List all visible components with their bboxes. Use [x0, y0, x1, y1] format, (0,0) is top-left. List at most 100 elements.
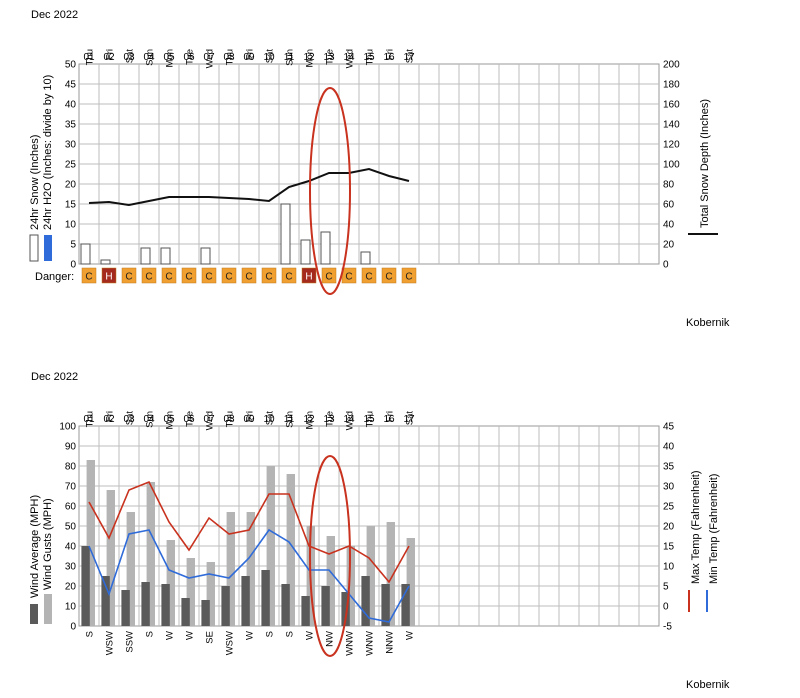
weekday-label: Thu — [365, 411, 376, 427]
wind-avg-bar — [181, 598, 190, 626]
danger-square — [101, 267, 117, 284]
right-tick-label: 40 — [663, 220, 675, 231]
wind-gust-legend-swatch — [44, 594, 52, 624]
depth-ylabel: Total Snow Depth (Inches) — [699, 99, 711, 228]
wind-avg-bar — [361, 576, 370, 626]
wind-gust-bar — [206, 562, 215, 626]
left-tick-label: 45 — [65, 80, 77, 91]
wind-gust-bar — [246, 512, 255, 626]
wind-gust-bar — [266, 466, 275, 626]
right-tick-label: 200 — [663, 60, 680, 71]
danger-square — [281, 267, 297, 284]
wind-avg-bar — [141, 582, 150, 626]
wind-chart-footer: Kobernik — [686, 679, 730, 691]
max-temp-ylabel: Max Temp (Fahrenheit) — [690, 470, 702, 584]
weekday-label: Sat — [125, 411, 136, 426]
right-tick-label: 0 — [663, 602, 669, 613]
snow-ylabel: 24hr Snow (Inches) — [29, 135, 41, 230]
right-tick-label: 20 — [663, 522, 675, 533]
weekday-label: Sun — [285, 49, 296, 66]
wind-avg-bar — [201, 600, 210, 626]
weekday-label: Wed — [205, 411, 216, 430]
wind-avg-bar — [381, 584, 390, 626]
wind-gust-bar — [286, 474, 295, 626]
h2o-ylabel: 24hr H2O (Inches: divide by 10) — [42, 75, 54, 230]
right-tick-label: 180 — [663, 80, 680, 91]
day-label: 11 — [284, 414, 295, 425]
right-tick-label: 10 — [663, 562, 675, 573]
weekday-label: Tue — [325, 49, 336, 65]
danger-square — [181, 267, 197, 284]
weekday-label: Sun — [285, 411, 296, 428]
danger-level: C — [365, 272, 372, 283]
danger-square — [261, 267, 277, 284]
snow-chart-right-axis-ticks: 0 20 40 60 80 100 120 140 160 180 200 — [663, 60, 680, 271]
danger-level: C — [345, 272, 352, 283]
day-label: 03 — [123, 52, 135, 63]
wind-direction-label: SSW — [125, 631, 136, 653]
snow-legend-swatch — [29, 234, 39, 262]
wind-chart-right-axis-ticks: -5 0 5 10 15 20 25 30 35 40 45 — [663, 422, 675, 633]
snow-depth-line — [88, 167, 410, 207]
danger-level: H — [105, 272, 112, 283]
right-tick-label: 0 — [663, 260, 669, 271]
weekday-label: Sat — [405, 49, 416, 64]
day-label: 16 — [383, 52, 395, 63]
day-label: 01 — [83, 414, 95, 425]
max-temp-line — [88, 480, 410, 584]
danger-level: H — [305, 272, 312, 283]
wind-direction-label: SE — [205, 631, 216, 644]
left-tick-label: 100 — [59, 422, 76, 433]
left-tick-label: 70 — [65, 482, 77, 493]
left-tick-label: 5 — [70, 240, 76, 251]
left-tick-label: 30 — [65, 140, 77, 151]
wind-chart-left-axis-ticks: 0 10 20 30 40 50 60 70 80 90 100 — [59, 422, 76, 633]
left-tick-label: 0 — [70, 260, 76, 271]
danger-level: C — [205, 272, 212, 283]
wind-direction-label: WSW — [105, 631, 116, 655]
danger-level: C — [385, 272, 392, 283]
danger-square — [301, 267, 317, 284]
right-tick-label: 120 — [663, 140, 680, 151]
day-label: 15 — [363, 52, 375, 63]
h2o-legend-swatch — [44, 235, 52, 261]
wind-gust-bar — [226, 512, 235, 626]
snow-bar — [300, 239, 311, 265]
left-tick-label: 50 — [65, 522, 77, 533]
right-tick-label: 100 — [663, 160, 680, 171]
snow-bar — [360, 251, 371, 265]
snow-bar — [280, 203, 291, 265]
danger-square — [241, 267, 257, 284]
day-label: 12 — [303, 414, 315, 425]
day-label: 15 — [363, 414, 375, 425]
weekday-label: Sat — [125, 49, 136, 64]
danger-label: Danger: — [35, 271, 74, 283]
weekday-label: Wed — [345, 411, 356, 430]
left-tick-label: 40 — [65, 100, 77, 111]
wind-bars — [81, 460, 415, 626]
weekday-label: Sun — [145, 49, 156, 66]
day-label: 04 — [143, 52, 155, 63]
weekday-label: Fri — [105, 411, 116, 422]
wind-avg-bar — [161, 584, 170, 626]
wind-gust-ylabel: Wind Gusts (MPH) — [42, 498, 54, 590]
right-tick-label: 140 — [663, 120, 680, 131]
wind-direction-label: NW — [325, 631, 336, 647]
day-label: 13 — [323, 52, 335, 63]
left-tick-label: 40 — [65, 542, 77, 553]
weekday-label: Sat — [405, 411, 416, 426]
snow-bar — [100, 259, 111, 265]
wind-avg-bar — [301, 596, 310, 626]
wind-direction-label: W — [405, 631, 416, 640]
day-label: 06 — [183, 414, 195, 425]
day-label: 07 — [203, 52, 215, 63]
left-tick-label: 20 — [65, 582, 77, 593]
weekday-label: Fri — [245, 411, 256, 422]
day-label: 10 — [263, 414, 275, 425]
day-label: 14 — [343, 414, 355, 425]
day-label: 09 — [243, 52, 255, 63]
day-label: 17 — [403, 52, 415, 63]
